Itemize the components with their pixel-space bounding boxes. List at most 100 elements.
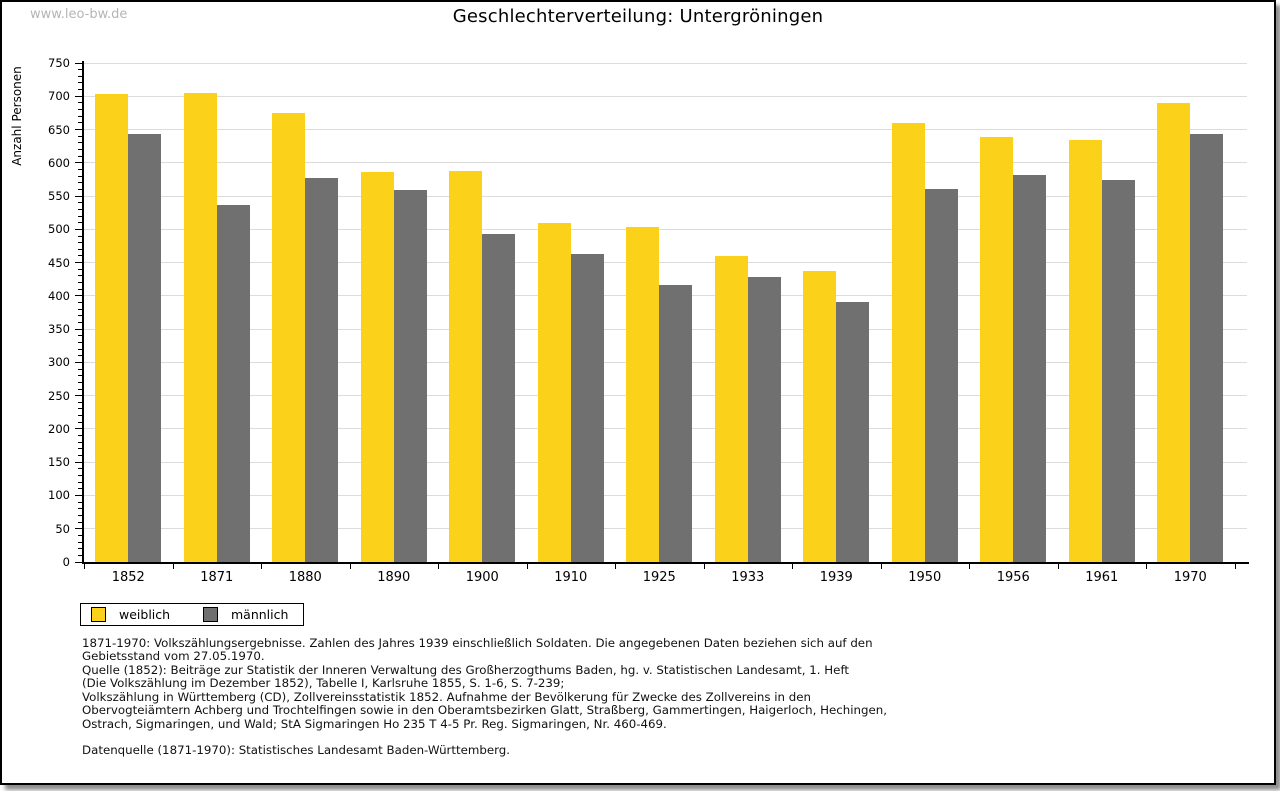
y-tick <box>75 461 82 463</box>
y-tick-minor <box>78 168 82 170</box>
gridline <box>84 262 1247 264</box>
y-tick-minor <box>78 421 82 423</box>
x-boundary-tick <box>1146 564 1147 569</box>
y-tick-minor <box>78 548 82 550</box>
x-boundary-tick <box>172 564 174 569</box>
bar-weiblich <box>183 92 217 562</box>
y-tick <box>75 561 82 563</box>
bar-weiblich <box>980 136 1014 562</box>
y-tick-minor <box>78 222 82 224</box>
y-tick-minor <box>78 102 82 104</box>
legend-swatch-männlich <box>203 607 218 622</box>
bar-männlich <box>393 190 427 562</box>
footnote-line: Volkszählung in Württemberg (CD), Zollve… <box>82 689 811 704</box>
bar-weiblich <box>95 94 129 562</box>
y-tick-label: 350 <box>48 322 70 337</box>
bar-männlich <box>659 284 693 562</box>
y-tick-minor <box>78 514 82 516</box>
y-tick <box>75 428 82 430</box>
footnote-line: Gebietsstand vom 27.05.1970. <box>82 649 265 664</box>
y-tick-minor <box>78 348 82 350</box>
footnote-line: (Die Volkszählung im Dezember 1852), Tab… <box>82 676 565 691</box>
bar-männlich <box>128 134 162 562</box>
y-tick-minor <box>78 554 82 556</box>
legend-label: weiblich <box>119 607 171 622</box>
gridline <box>84 195 1247 197</box>
y-tick <box>75 395 82 397</box>
y-tick-minor <box>78 69 82 71</box>
x-tick-label: 1939 <box>819 570 853 585</box>
y-tick-minor <box>78 135 82 137</box>
gridline <box>84 162 1247 164</box>
y-tick <box>75 262 82 264</box>
bar-männlich <box>216 204 250 562</box>
watermark: www.leo-bw.de <box>30 7 128 22</box>
x-boundary-tick <box>880 564 882 569</box>
legend-item: männlich <box>203 607 289 622</box>
y-tick-minor <box>78 268 82 270</box>
x-boundary-tick <box>792 564 793 569</box>
y-tick-minor <box>78 521 82 523</box>
y-tick-minor <box>78 182 82 184</box>
legend-item: weiblich <box>91 607 177 622</box>
y-tick-minor <box>78 321 82 323</box>
y-tick-minor <box>78 315 82 317</box>
y-tick-minor <box>78 415 82 417</box>
bar-männlich <box>482 234 516 562</box>
x-boundary-tick <box>261 564 262 569</box>
y-tick-label: 450 <box>48 255 70 270</box>
legend: weiblich männlich <box>80 603 304 626</box>
y-tick-label: 600 <box>48 155 70 170</box>
y-tick-minor <box>78 455 82 457</box>
footnote-block: 1871-1970: Volkszählungsergebnisse. Zahl… <box>82 636 887 731</box>
y-tick-minor <box>78 368 82 370</box>
x-boundary-tick <box>84 564 85 569</box>
y-tick-minor <box>78 508 82 510</box>
bar-weiblich <box>891 122 925 562</box>
y-tick-label: 150 <box>48 455 70 470</box>
y-tick-minor <box>78 388 82 390</box>
y-axis-line <box>82 61 84 564</box>
bar-weiblich <box>449 170 483 562</box>
y-tick-minor <box>78 155 82 157</box>
y-tick-minor <box>78 255 82 257</box>
y-tick <box>75 328 82 330</box>
x-tick-label: 1970 <box>1173 570 1207 585</box>
footnote-line: Quelle (1852): Beiträge zur Statistik de… <box>82 662 850 677</box>
y-tick-minor <box>78 248 82 250</box>
y-tick-minor <box>78 275 82 277</box>
x-tick-label: 1925 <box>642 570 676 585</box>
y-tick-minor <box>78 308 82 310</box>
x-tick-label: 1852 <box>111 570 145 585</box>
bar-männlich <box>305 178 339 562</box>
y-tick-minor <box>78 375 82 377</box>
y-tick-minor <box>78 149 82 150</box>
y-tick-minor <box>78 488 82 490</box>
y-tick-minor <box>78 481 82 483</box>
x-boundary-tick <box>349 564 351 569</box>
bar-männlich <box>1190 133 1224 562</box>
y-tick-minor <box>78 534 82 536</box>
y-tick <box>75 528 82 530</box>
y-tick-minor <box>78 89 82 91</box>
y-tick-minor <box>78 142 82 144</box>
y-tick <box>75 95 82 97</box>
y-tick-minor <box>78 235 82 237</box>
y-tick-label: 100 <box>48 488 70 503</box>
y-tick-minor <box>78 175 82 177</box>
bar-weiblich <box>537 222 571 562</box>
x-tick-label: 1956 <box>996 570 1030 585</box>
bar-weiblich <box>626 226 660 562</box>
y-tick-label: 0 <box>62 555 70 569</box>
y-tick <box>75 129 82 131</box>
y-tick-minor <box>78 408 82 410</box>
x-boundary-tick <box>1057 564 1059 569</box>
y-tick-minor <box>78 208 82 210</box>
footnote-line: Obervogteiämtern Achberg und Trochtelfin… <box>82 703 887 718</box>
y-tick-minor <box>78 122 82 124</box>
y-tick-label: 500 <box>48 222 70 237</box>
y-tick-minor <box>78 475 82 477</box>
bar-männlich <box>924 188 958 562</box>
y-tick-minor <box>78 381 82 383</box>
